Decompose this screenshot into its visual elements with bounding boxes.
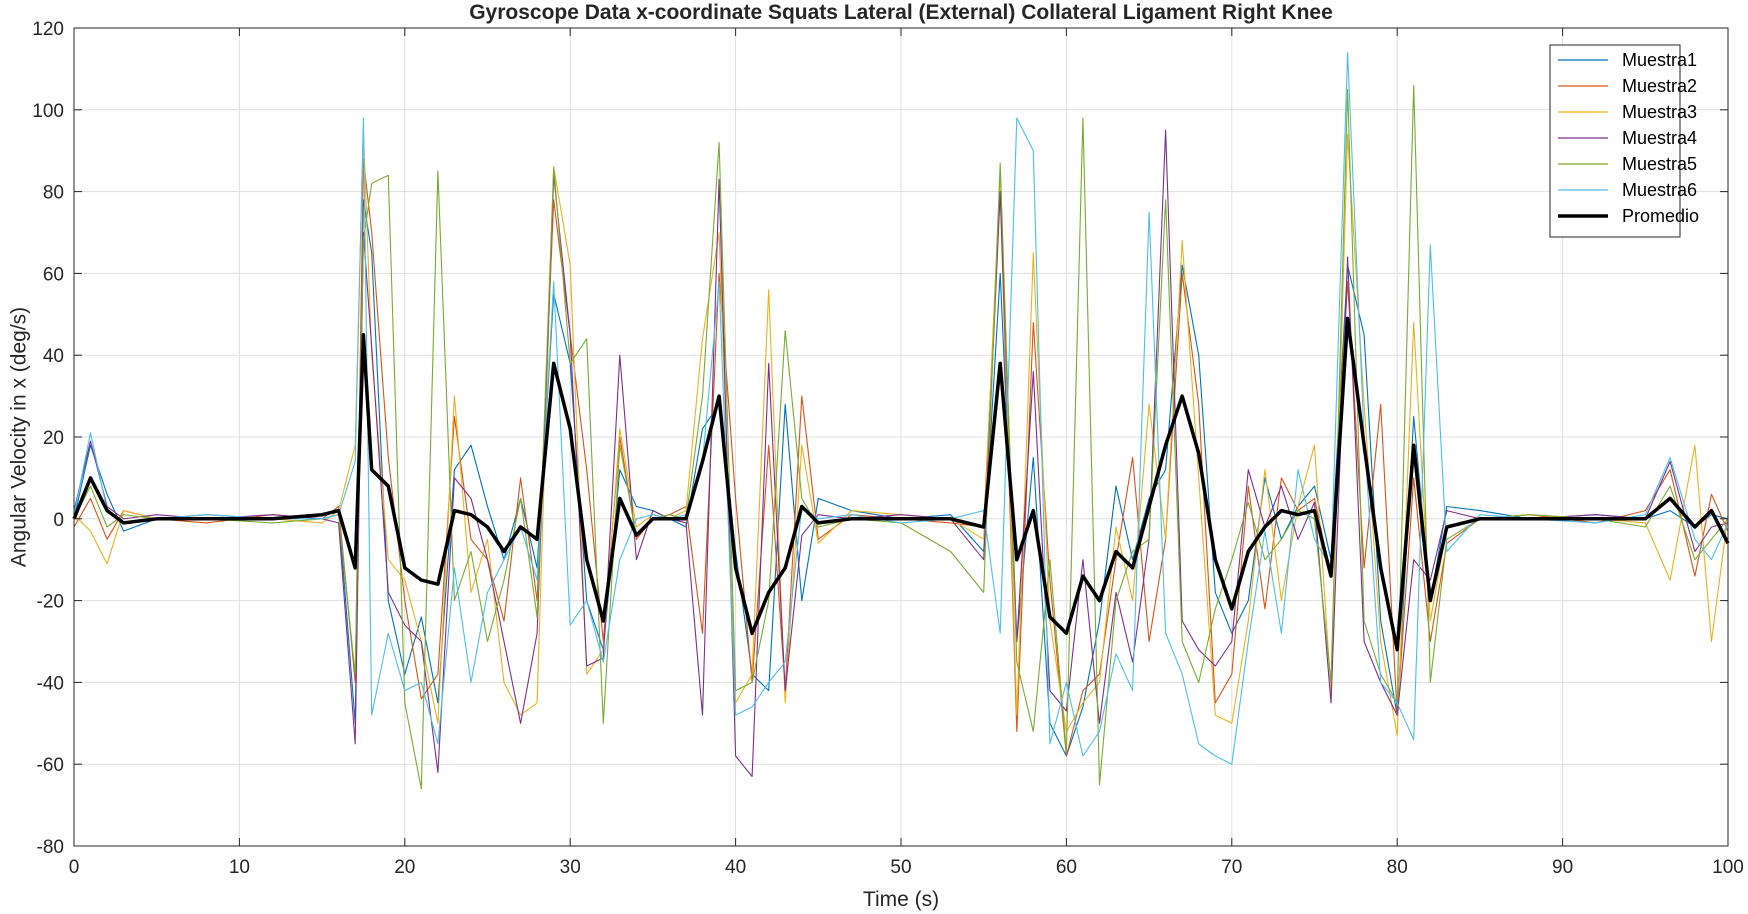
x-tick-label: 100 (1712, 857, 1744, 878)
series-line-promedio (72, 316, 1730, 652)
series-layer (72, 51, 1730, 790)
y-tick-label: -80 (37, 837, 64, 858)
legend-label: Muestra1 (1622, 50, 1697, 70)
x-tick-label: 70 (1221, 857, 1242, 878)
x-axis-label: Time (s) (863, 888, 939, 911)
x-tick-label: 80 (1387, 857, 1408, 878)
y-tick-label: -40 (37, 673, 64, 694)
y-tick-label: -20 (37, 592, 64, 613)
legend-label: Muestra5 (1622, 154, 1697, 174)
y-axis-label: Angular Velocity in x (deg/s) (8, 307, 31, 567)
x-tick-label: 30 (560, 857, 581, 878)
x-tick-label: 10 (229, 857, 250, 878)
x-tick-label: 50 (890, 857, 911, 878)
chart-title: Gyroscope Data x-coordinate Squats Later… (469, 1, 1333, 24)
legend: Muestra1 Muestra2 Muestra3 Muestra4 Muestra5… (1549, 44, 1699, 238)
y-tick-label: 120 (32, 19, 64, 40)
legend-label: Muestra4 (1622, 128, 1697, 148)
y-tick-label: 80 (43, 183, 64, 204)
legend-label: Muestra6 (1622, 180, 1697, 200)
y-tick-label: 60 (43, 264, 64, 285)
grid-layer (73, 27, 1729, 847)
series-line-muestra3 (73, 129, 1729, 737)
tick-layer: 0 10 20 30 40 50 60 70 80 90 100 -80 -60 -40 -20 0 20 40 6… (32, 19, 1744, 878)
x-tick-label: 20 (394, 857, 415, 878)
y-tick-label: 0 (53, 510, 64, 531)
y-tick-label: 40 (43, 346, 64, 367)
x-tick-label: 40 (725, 857, 746, 878)
legend-label: Promedio (1622, 206, 1699, 226)
x-tick-label: 0 (69, 857, 80, 878)
y-tick-label: -60 (37, 755, 64, 776)
y-tick-label: 100 (32, 101, 64, 122)
legend-label: Muestra2 (1622, 76, 1697, 96)
x-tick-label: 90 (1552, 857, 1573, 878)
y-tick-label: 20 (43, 428, 64, 449)
legend-box (1549, 44, 1681, 238)
legend-label: Muestra3 (1622, 102, 1697, 122)
x-tick-label: 60 (1056, 857, 1077, 878)
